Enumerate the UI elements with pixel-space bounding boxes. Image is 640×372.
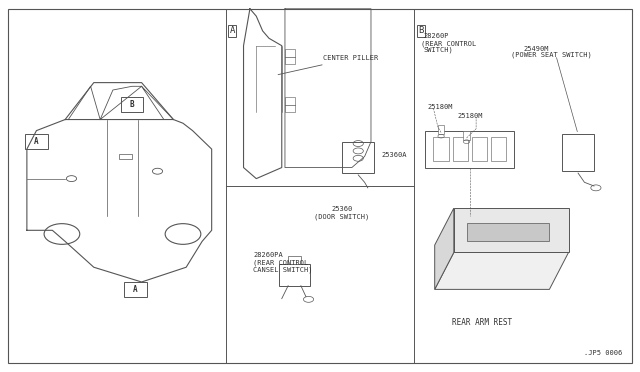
- Text: B: B: [418, 26, 424, 35]
- Bar: [467, 223, 549, 241]
- FancyBboxPatch shape: [25, 134, 48, 149]
- Text: A: A: [34, 137, 39, 146]
- Bar: [342, 142, 374, 173]
- Bar: [463, 131, 470, 140]
- Text: REAR ARM REST: REAR ARM REST: [452, 318, 513, 327]
- Bar: [278, 263, 310, 286]
- Bar: [285, 97, 294, 112]
- Bar: [562, 134, 594, 171]
- Bar: [491, 137, 506, 161]
- FancyBboxPatch shape: [120, 97, 143, 112]
- Text: 25180M: 25180M: [427, 104, 452, 110]
- Bar: [288, 256, 301, 263]
- Polygon shape: [435, 253, 568, 289]
- Text: (REAR CONTROL: (REAR CONTROL: [420, 41, 476, 47]
- Text: SWITCH): SWITCH): [424, 47, 454, 53]
- Text: A: A: [229, 26, 235, 35]
- Text: B: B: [130, 100, 134, 109]
- Bar: [433, 137, 449, 161]
- Text: A: A: [133, 285, 138, 294]
- Text: CENTER PILLER: CENTER PILLER: [278, 55, 378, 75]
- Bar: [472, 137, 487, 161]
- Polygon shape: [435, 208, 454, 289]
- Bar: [119, 154, 132, 160]
- Bar: [438, 125, 444, 134]
- Text: 28260P: 28260P: [423, 33, 449, 39]
- Polygon shape: [454, 208, 568, 253]
- Text: 25360A: 25360A: [381, 152, 406, 158]
- Text: 25180M: 25180M: [457, 113, 483, 119]
- Text: 25360
(DOOR SWITCH): 25360 (DOOR SWITCH): [314, 206, 369, 220]
- Text: 28260PA
(REAR CONTROL
CANSEL SWITCH): 28260PA (REAR CONTROL CANSEL SWITCH): [253, 253, 312, 273]
- Bar: [425, 131, 515, 167]
- Bar: [452, 137, 468, 161]
- Text: 25490M: 25490M: [524, 46, 549, 52]
- Text: .JP5 0006: .JP5 0006: [584, 350, 623, 356]
- FancyBboxPatch shape: [124, 282, 147, 297]
- Bar: [285, 49, 294, 64]
- Text: (POWER SEAT SWITCH): (POWER SEAT SWITCH): [511, 52, 592, 58]
